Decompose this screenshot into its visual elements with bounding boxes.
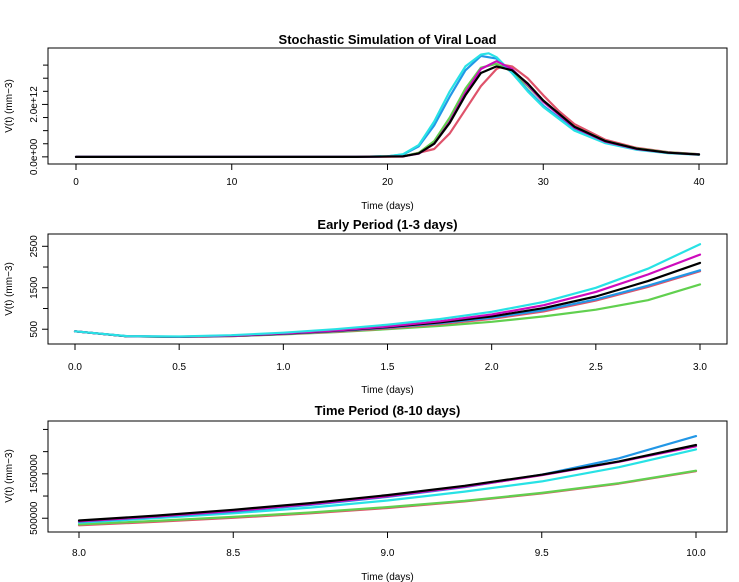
x-tick-label: 10 — [226, 177, 238, 188]
panel-early-period: Early Period (1-3 days) Time (days) V(t)… — [4, 217, 728, 396]
tick-layer: 0 10 20 30 40 0.0e+00 2.0e+12 — [29, 64, 705, 188]
x-tick-label: 1.0 — [276, 362, 290, 373]
y-axis-label: V(t) (mm−3) — [4, 262, 15, 316]
x-tick-label: 30 — [538, 177, 550, 188]
x-tick-label: 8.5 — [226, 548, 240, 559]
series-line-4 — [77, 445, 698, 523]
x-axis-label: Time (days) — [361, 572, 413, 582]
x-tick-label: 3.0 — [693, 362, 707, 373]
y-tick-label: 2500 — [29, 235, 40, 258]
series-layer — [73, 243, 702, 338]
series-line-1 — [77, 469, 698, 526]
x-tick-label: 20 — [382, 177, 394, 188]
series-layer — [74, 52, 701, 158]
panel-viral-load: Stochastic Simulation of Viral Load Time… — [4, 32, 728, 212]
y-tick-label: 500000 — [29, 501, 40, 535]
x-tick-label: 8.0 — [72, 548, 86, 559]
y-axis-label: V(t) (mm−3) — [4, 79, 15, 133]
x-tick-label: 1.5 — [381, 362, 395, 373]
series-line-0 — [74, 63, 701, 158]
y-tick-label: 0.0e+00 — [29, 138, 40, 175]
x-axis-label: Time (days) — [361, 201, 413, 212]
series-line-5 — [74, 65, 701, 158]
x-tick-label: 2.5 — [589, 362, 603, 373]
x-tick-label: 40 — [693, 177, 705, 188]
x-tick-label: 9.5 — [535, 548, 549, 559]
y-tick-label: 500 — [29, 320, 40, 337]
x-tick-label: 2.0 — [485, 362, 499, 373]
y-axis-label: V(t) (mm−3) — [4, 449, 15, 503]
series-line-2 — [77, 448, 698, 524]
y-tick-label: 1500 — [29, 276, 40, 299]
series-line-5 — [77, 443, 698, 522]
x-tick-label: 0 — [73, 177, 79, 188]
y-tick-label: 1500000 — [29, 454, 40, 493]
x-tick-label: 0.0 — [68, 362, 82, 373]
y-tick-label: 2.0e+12 — [29, 86, 40, 123]
x-tick-label: 10.0 — [686, 548, 706, 559]
panel-title: Time Period (8-10 days) — [315, 403, 461, 418]
series-line-5 — [73, 243, 702, 338]
panel-title: Early Period (1-3 days) — [317, 217, 457, 232]
series-layer — [77, 435, 698, 527]
x-tick-label: 9.0 — [381, 548, 395, 559]
panel-title: Stochastic Simulation of Viral Load — [279, 32, 497, 47]
x-axis-label: Time (days) — [361, 385, 413, 396]
tick-layer: 8.0 8.5 9.0 9.5 10.0 500000 1500000 — [29, 428, 706, 559]
series-line-4 — [74, 60, 701, 158]
panel-time-period: Time Period (8-10 days) Time (days) V(t)… — [4, 403, 728, 582]
series-line-3 — [74, 52, 701, 158]
tick-layer: 0.0 0.5 1.0 1.5 2.0 2.5 3.0 500 1500 2500 — [29, 235, 707, 373]
x-tick-label: 0.5 — [172, 362, 186, 373]
